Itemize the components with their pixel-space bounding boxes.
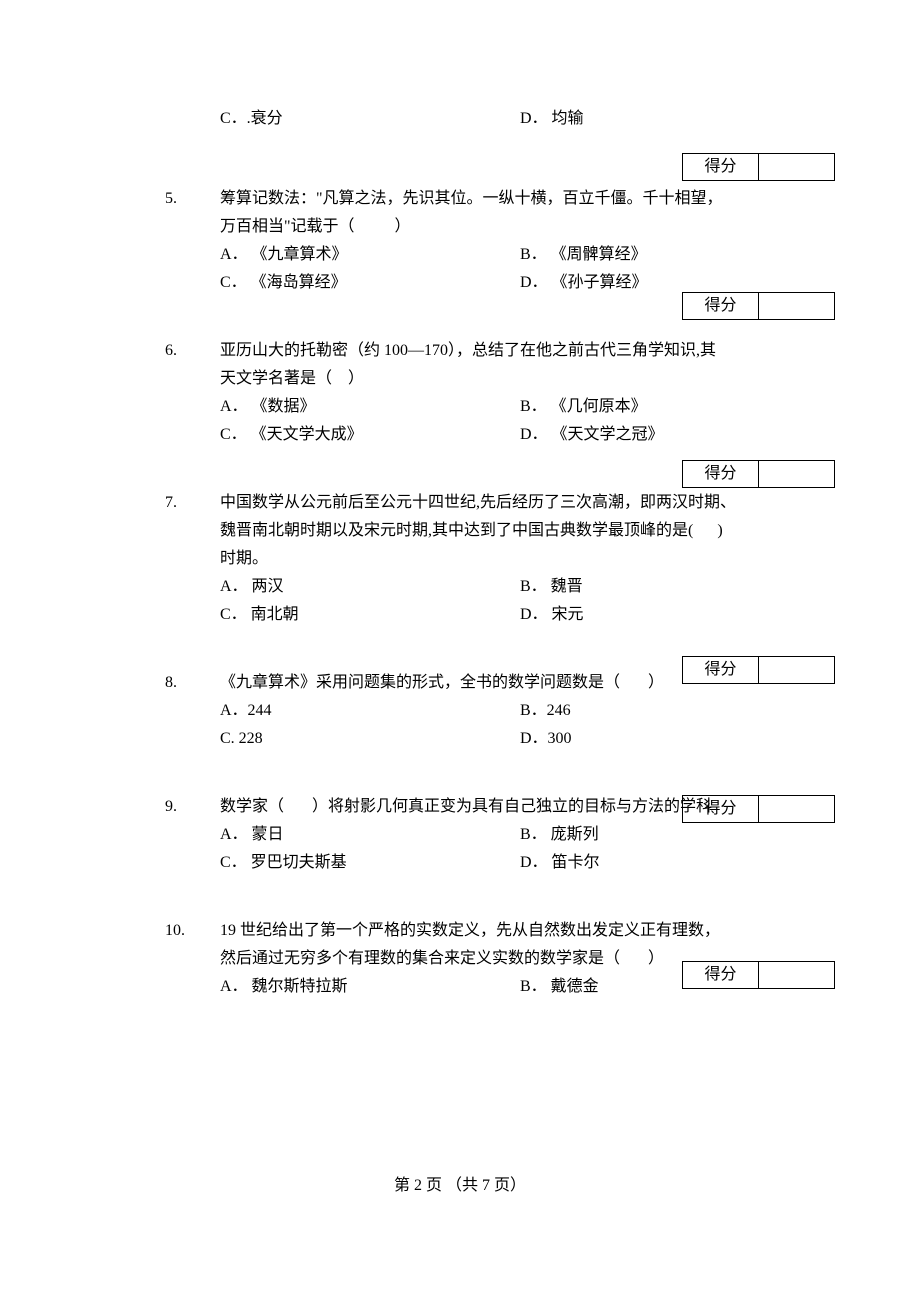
option-row: A． 《数据》 B． 《几何原本》 [220,393,835,421]
question-text-continue: 万百相当"记载于（ ） [220,213,835,241]
question-text-continue: 天文学名著是（ ） [220,365,835,393]
score-box: 得分 [682,795,835,823]
question-4-tail: C．.衰分 D． 均输 [165,105,835,133]
score-value [759,962,834,988]
footer-prefix: 第 [394,1177,414,1194]
score-label: 得分 [683,962,759,988]
question-text-row: 6. 亚历山大的托勒密（约 100—170），总结了在他之前古代三角学知识,其 [165,337,835,365]
score-value [759,796,834,822]
option-d: D． 笛卡尔 [520,849,820,877]
option-a: A． 《九章算术》 [220,241,520,269]
option-row: A． 《九章算术》 B． 《周髀算经》 [220,241,835,269]
option-row: A． 两汉 B． 魏晋 [220,573,835,601]
question-number: 8. [165,669,220,697]
option-d: D． 《天文学之冠》 [520,421,820,449]
question-text-row: 5. 筹算记数法："凡算之法，先识其位。一纵十横，百立千僵。千十相望， [165,185,835,213]
question-text-continue: 时期。 [220,545,835,573]
option-c: C． 罗巴切夫斯基 [220,849,520,877]
option-c: C．.衰分 [220,105,520,133]
option-a: A． 《数据》 [220,393,520,421]
option-c: C． 《天文学大成》 [220,421,520,449]
question-number: 6. [165,337,220,365]
option-row: C. 228 D．300 [220,725,835,753]
question-number: 5. [165,185,220,213]
option-row: C． 罗巴切夫斯基 D． 笛卡尔 [220,849,835,877]
footer-current-page: 2 [414,1177,422,1194]
option-c: C. 228 [220,725,520,753]
option-row: A． 蒙日 B． 庞斯列 [220,821,835,849]
score-box: 得分 [682,153,835,181]
question-text: 亚历山大的托勒密（约 100—170），总结了在他之前古代三角学知识,其 [220,337,835,365]
question-text: 中国数学从公元前后至公元十四世纪,先后经历了三次高潮，即两汉时期、 [220,489,835,517]
score-box: 得分 [682,961,835,989]
option-a: A．244 [220,697,520,725]
option-a: A． 蒙日 [220,821,520,849]
question-number: 10. [165,917,220,945]
question-text-row: 10. 19 世纪给出了第一个严格的实数定义，先从自然数出发定义正有理数， [165,917,835,945]
option-a: A． 两汉 [220,573,520,601]
option-c: C． 南北朝 [220,601,520,629]
page-content: C．.衰分 D． 均输 得分 5. 筹算记数法："凡算之法，先识其位。一纵十横，… [165,105,835,1009]
score-value [759,293,834,319]
option-row: C． 南北朝 D． 宋元 [220,601,835,629]
option-b: B． 魏晋 [520,573,820,601]
option-d: D． 宋元 [520,601,820,629]
spacer [165,885,835,917]
option-d: D．300 [520,725,820,753]
score-label: 得分 [683,293,759,319]
footer-suffix: 页） [490,1177,526,1194]
question-5: 5. 筹算记数法："凡算之法，先识其位。一纵十横，百立千僵。千十相望， 万百相当… [165,185,835,297]
option-row: A．244 B．246 [220,697,835,725]
option-d: D． 均输 [520,105,820,133]
score-label: 得分 [683,461,759,487]
option-c: C． 《海岛算经》 [220,269,520,297]
footer-total-pages: 7 [482,1177,490,1194]
option-b: B．246 [520,697,820,725]
option-row: C． 《天文学大成》 D． 《天文学之冠》 [220,421,835,449]
score-box: 得分 [682,460,835,488]
option-b: B． 《周髀算经》 [520,241,820,269]
question-number: 9. [165,793,220,821]
question-text: 19 世纪给出了第一个严格的实数定义，先从自然数出发定义正有理数， [220,917,835,945]
question-6: 6. 亚历山大的托勒密（约 100—170），总结了在他之前古代三角学知识,其 … [165,337,835,449]
question-number: 7. [165,489,220,517]
score-value [759,461,834,487]
question-7: 7. 中国数学从公元前后至公元十四世纪,先后经历了三次高潮，即两汉时期、 魏晋南… [165,489,835,629]
score-label: 得分 [683,657,759,683]
question-text-continue: 魏晋南北朝时期以及宋元时期,其中达到了中国古典数学最顶峰的是( ) [220,517,835,545]
score-box: 得分 [682,292,835,320]
score-label: 得分 [683,796,759,822]
question-text: 筹算记数法："凡算之法，先识其位。一纵十横，百立千僵。千十相望， [220,185,835,213]
option-b: B． 《几何原本》 [520,393,820,421]
question-text-row: 7. 中国数学从公元前后至公元十四世纪,先后经历了三次高潮，即两汉时期、 [165,489,835,517]
score-value [759,154,834,180]
footer-mid: 页 （共 [422,1177,482,1194]
option-row: C．.衰分 D． 均输 [220,105,835,133]
option-a: A． 魏尔斯特拉斯 [220,973,520,1001]
page-footer: 第 2 页 （共 7 页） [0,1171,920,1195]
option-b: B． 庞斯列 [520,821,820,849]
score-box: 得分 [682,656,835,684]
score-value [759,657,834,683]
spacer [165,761,835,793]
score-label: 得分 [683,154,759,180]
